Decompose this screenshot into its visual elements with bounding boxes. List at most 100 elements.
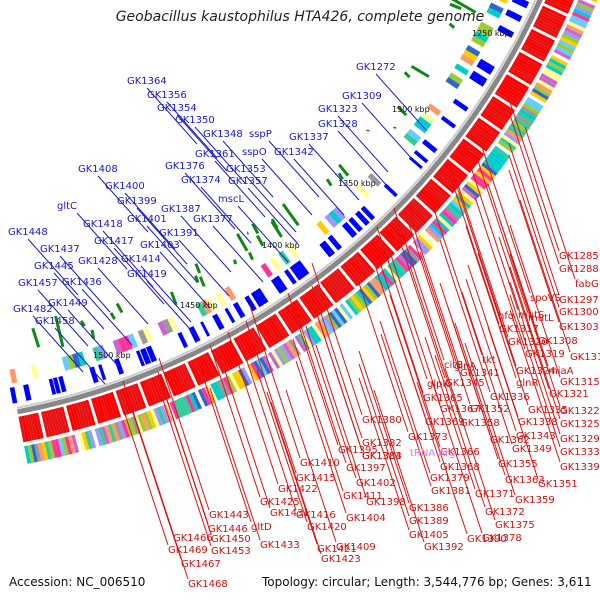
feature-segment [120, 419, 130, 438]
feature-segment [411, 197, 433, 218]
feature-segment [294, 335, 308, 353]
feature-segment [526, 96, 544, 110]
feature-segment [202, 353, 218, 378]
feature-segment [551, 0, 572, 9]
feature-segment [405, 247, 421, 263]
feature-segment [87, 430, 97, 449]
feature-segment [466, 181, 483, 196]
feature-segment [508, 69, 533, 86]
feature-segment [214, 291, 227, 307]
feature-segment [94, 428, 103, 447]
feature-segment [459, 54, 475, 67]
leader-line [136, 207, 188, 265]
gene-label: GK1336 [490, 392, 530, 403]
feature-segment [527, 34, 553, 49]
leader-line [209, 387, 261, 541]
feature-segment [385, 224, 406, 246]
gene-label: GK1414 [121, 254, 161, 265]
feature-segment [476, 26, 492, 38]
feature-segment [311, 323, 325, 341]
feature-segment [213, 381, 225, 400]
reverse-gene [177, 331, 189, 349]
misc-feature [169, 291, 178, 306]
gene-label: GK1449 [48, 298, 88, 309]
feature-segment [179, 364, 193, 390]
gene-label: GK1457 [18, 278, 58, 289]
feature-segment [347, 296, 362, 314]
feature-segment [497, 86, 522, 103]
gene-label: GK1328 [318, 119, 358, 130]
feature-segment [558, 39, 577, 51]
feature-segment [518, 51, 543, 67]
feature-segment [353, 292, 368, 309]
feature-segment [503, 76, 528, 93]
reverse-gene [408, 156, 423, 170]
feature-segment [429, 178, 451, 199]
feature-segment [521, 46, 546, 62]
feature-segment [570, 14, 589, 26]
feature-segment [419, 189, 441, 210]
leader-line [292, 338, 344, 492]
feature-segment [565, 0, 574, 4]
feature-segment [315, 284, 334, 307]
leader-line [509, 224, 561, 378]
feature-segment [512, 61, 537, 78]
gene-label: gltD [251, 522, 272, 533]
leader-line [184, 172, 236, 230]
feature-segment [457, 58, 472, 71]
feature-segment [360, 247, 380, 270]
misc-feature [448, 22, 456, 29]
feature-segment [320, 280, 339, 304]
reverse-gene [452, 98, 469, 112]
feature-segment [107, 392, 119, 419]
feature-segment [573, 8, 592, 19]
leader-line [200, 186, 252, 244]
gene-label: glnA [454, 361, 476, 372]
leader-line [439, 239, 491, 393]
leader-line [509, 281, 561, 435]
feature-segment [322, 278, 341, 302]
gene-label: GK1381 [431, 486, 471, 497]
scale-tick-label: 1450 kbp [180, 301, 218, 310]
gene-label: GK1309 [342, 91, 382, 102]
feature-segment [91, 429, 100, 448]
feature-segment [451, 152, 474, 171]
leader-line [372, 240, 424, 394]
feature-segment [425, 183, 447, 203]
feature-segment [391, 218, 413, 240]
gene-label: GK1466 [173, 533, 213, 544]
gene-label: GK1355 [498, 459, 538, 470]
feature-segment [501, 134, 519, 148]
gene-label: GK1337 [289, 132, 329, 143]
gene-label: GK1398 [366, 497, 406, 508]
feature-segment [478, 115, 502, 133]
feature-segment [30, 444, 38, 463]
gene-label: miaA [548, 366, 574, 377]
feature-segment [104, 425, 114, 444]
gene-label: sspP [249, 129, 272, 140]
feature-segment [541, 5, 567, 20]
reverse-gene [270, 277, 285, 294]
feature-segment [153, 375, 166, 402]
feature-segment [329, 273, 348, 296]
leader-line [508, 111, 560, 265]
feature-segment [230, 338, 247, 363]
feature-segment [184, 362, 199, 387]
leader-line [59, 255, 111, 313]
feature-segment [322, 315, 337, 333]
reverse-gene [114, 358, 125, 375]
gene-label: GK1368 [440, 462, 480, 473]
leader-line [357, 279, 409, 433]
feature-segment [490, 98, 514, 116]
feature-segment [265, 259, 278, 275]
feature-segment [101, 394, 113, 421]
feature-segment [205, 296, 218, 312]
feature-segment [215, 346, 231, 372]
feature-segment [159, 405, 170, 424]
feature-segment [443, 207, 460, 223]
feature-segment [473, 31, 489, 43]
feature-segment [542, 3, 568, 17]
leader-line [97, 267, 149, 325]
feature-segment [531, 26, 557, 41]
reverse-gene [284, 269, 297, 285]
